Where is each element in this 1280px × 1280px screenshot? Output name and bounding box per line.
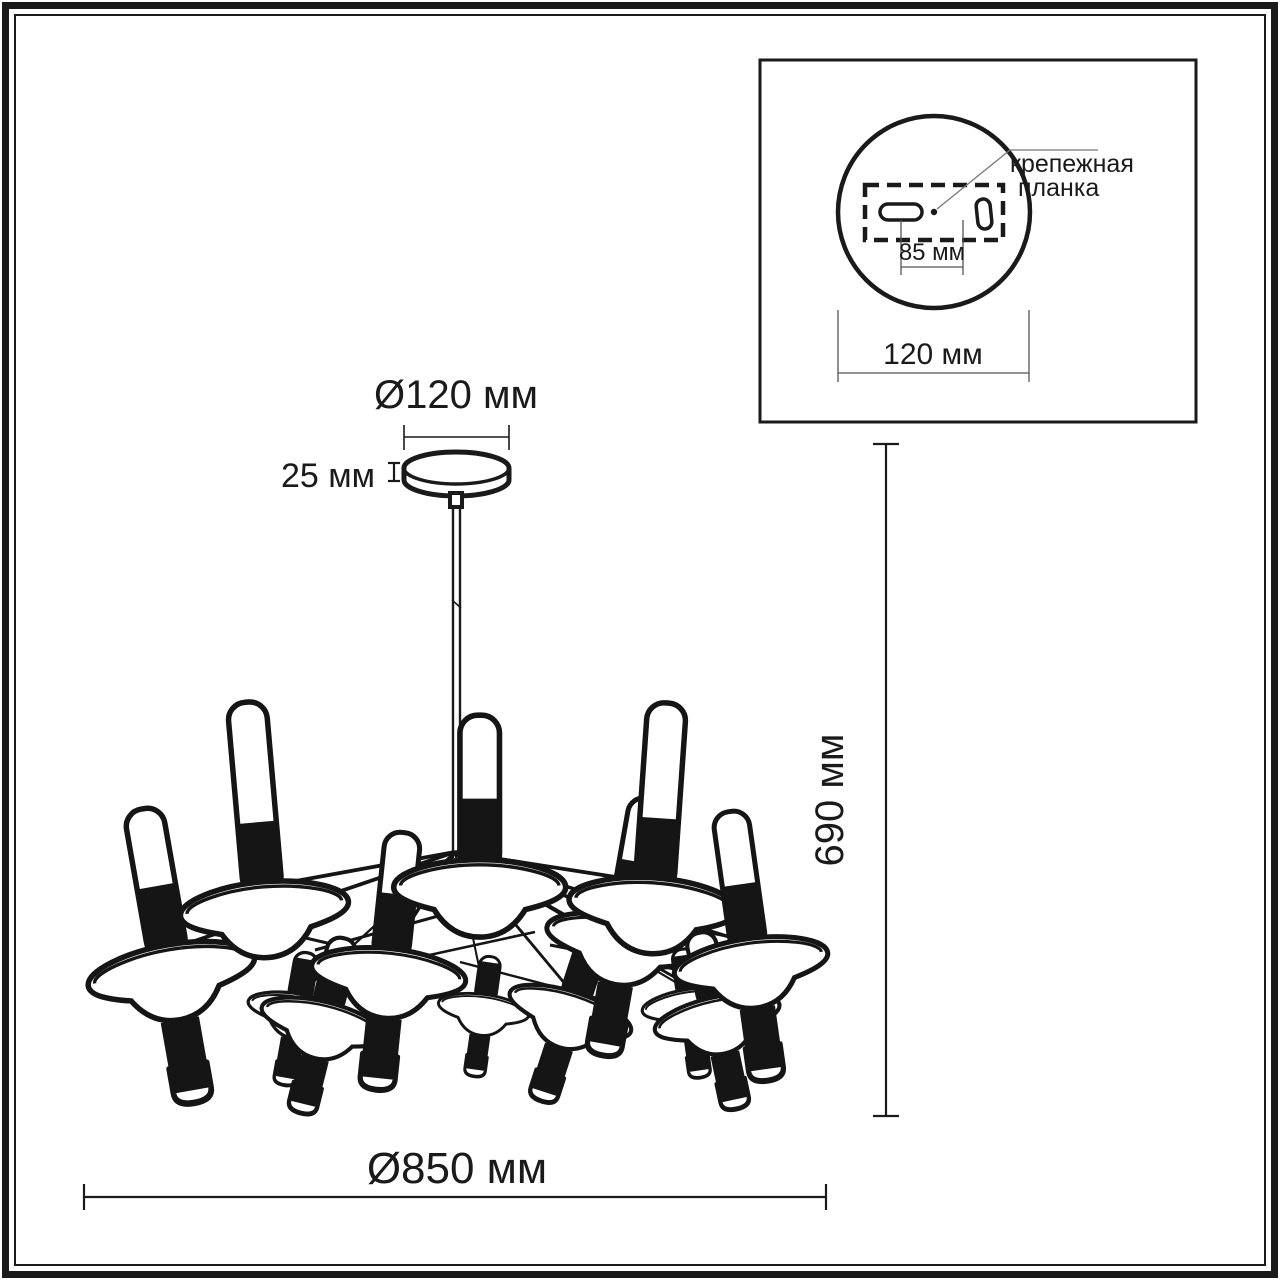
svg-text:120 мм: 120 мм xyxy=(883,338,983,371)
svg-text:Ø120 мм: Ø120 мм xyxy=(374,373,538,417)
svg-text:85 мм: 85 мм xyxy=(899,239,965,266)
svg-text:690 мм: 690 мм xyxy=(808,734,852,867)
svg-text:Ø850 мм: Ø850 мм xyxy=(367,1144,547,1193)
svg-text:планка: планка xyxy=(1018,174,1099,202)
svg-text:25 мм: 25 мм xyxy=(281,457,375,495)
